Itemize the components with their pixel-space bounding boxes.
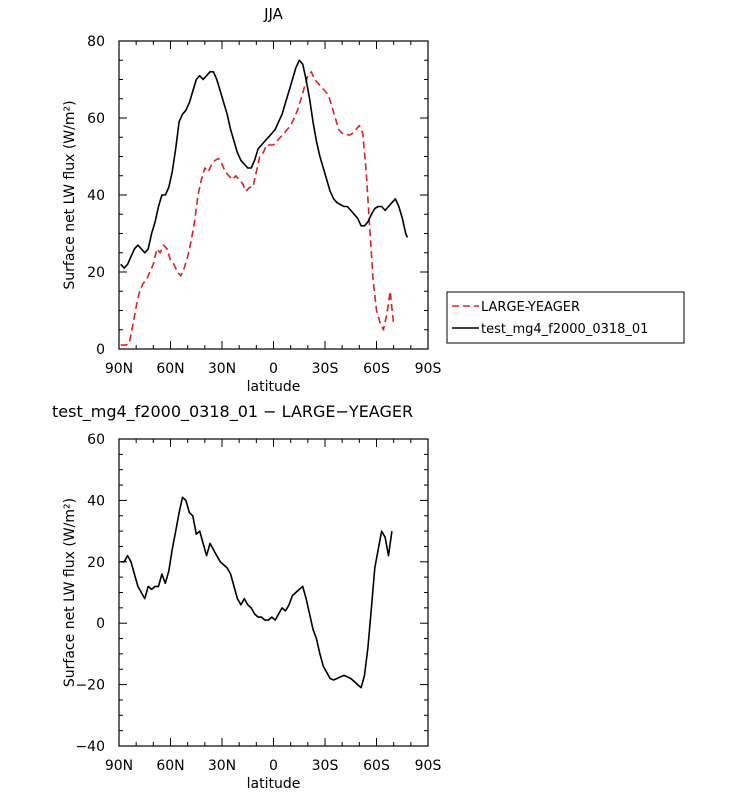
plot-frame	[118, 438, 429, 747]
x-tick-label: 30S	[312, 361, 339, 377]
legend-label: test_mg4_f2000_0318_01	[481, 322, 648, 337]
legend-box	[446, 291, 685, 344]
x-tick-label: 0	[269, 758, 278, 774]
x-tick-label: 30N	[208, 758, 236, 774]
x-axis-label: latitude	[247, 776, 301, 792]
x-tick-label: 90S	[415, 758, 442, 774]
y-tick-label: 60	[87, 432, 105, 448]
y-tick-label: 20	[87, 555, 105, 571]
y-tick-label: 0	[96, 342, 105, 358]
y-tick-label: 40	[87, 188, 105, 204]
y-tick-label: 20	[87, 265, 105, 281]
y-tick-label: 80	[87, 34, 105, 50]
x-tick-label: 60N	[156, 361, 184, 377]
series-line-large-yeager	[120, 71, 395, 346]
y-tick-label: −40	[75, 739, 105, 755]
chart-title: JJA	[263, 5, 284, 23]
y-axis-label: Surface net LW flux (W/m²)	[62, 498, 78, 687]
chart-title: test_mg4_f2000_0318_01 − LARGE−YEAGER	[52, 402, 413, 422]
y-axis-label: Surface net LW flux (W/m²)	[62, 100, 78, 289]
bottom-panel-difference: test_mg4_f2000_0318_01 − LARGE−YEAGER 90N…	[52, 402, 441, 792]
x-tick-label: 90S	[415, 361, 442, 377]
x-tick-label: 60N	[156, 758, 184, 774]
x-tick-label: 90N	[105, 758, 133, 774]
x-tick-label: 90N	[105, 361, 133, 377]
series-line-series-0	[120, 496, 393, 689]
x-tick-label: 30S	[312, 758, 339, 774]
legend: LARGE-YEAGER test_mg4_f2000_0318_01	[446, 291, 685, 344]
top-panel-jja: JJA 90N 60N 30N 0 30S 60S 90S 0 20 40 60 80 latitude S…	[62, 5, 441, 395]
series-line-test-mg4-f2000-0318-01	[120, 59, 409, 269]
x-tick-label: 60S	[363, 758, 390, 774]
x-tick-label: 0	[269, 361, 278, 377]
legend-label: LARGE-YEAGER	[481, 300, 580, 315]
y-tick-label: 0	[96, 616, 105, 632]
y-tick-label: 60	[87, 111, 105, 127]
x-tick-label: 30N	[208, 361, 236, 377]
x-tick-label: 60S	[363, 361, 390, 377]
y-tick-label: 40	[87, 493, 105, 509]
x-axis-label: latitude	[247, 379, 301, 395]
y-tick-label: −20	[75, 678, 105, 694]
